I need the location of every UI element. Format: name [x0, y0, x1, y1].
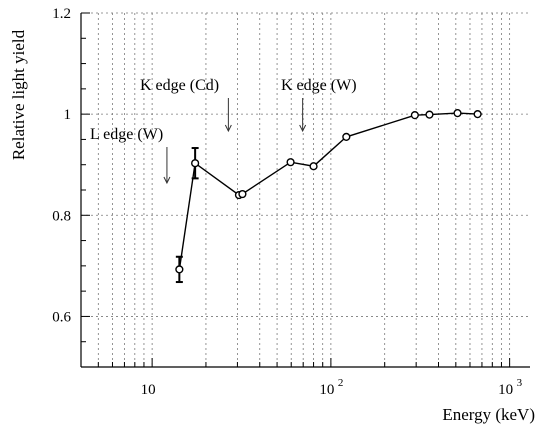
annotation-label: K edge (W)	[281, 77, 357, 94]
tick-labels: 0.6 0.8 1 1.2 10 10 2 10 3	[52, 6, 522, 398]
series-line	[178, 112, 478, 270]
y-tick-label: 0.8	[52, 208, 71, 224]
y-tick-label: 1	[64, 107, 72, 123]
data-point	[175, 265, 184, 274]
annotations: L edge (W) K edge (Cd) K edge (W)	[90, 77, 357, 185]
annotation-arrowhead	[163, 176, 171, 185]
annotation-arrowhead	[299, 124, 307, 133]
data-point	[425, 110, 434, 119]
x-tick-exponent: 3	[517, 377, 523, 389]
annotation-arrowhead	[224, 124, 232, 133]
data-point	[286, 158, 295, 167]
y-tick-label: 1.2	[52, 6, 71, 22]
data-point	[410, 111, 419, 120]
data-point	[238, 189, 247, 199]
grid	[80, 12, 530, 367]
annotation-label: L edge (W)	[90, 126, 163, 143]
x-tick-label: 10	[141, 382, 156, 398]
annotation-label: K edge (Cd)	[140, 77, 219, 94]
data-point	[342, 132, 351, 142]
y-tick-label: 0.6	[52, 309, 71, 325]
axes	[80, 12, 530, 368]
plot-series	[175, 109, 482, 284]
x-axis-title: Energy (keV)	[442, 405, 535, 424]
data-point	[191, 159, 200, 168]
data-point	[473, 110, 482, 119]
y-axis-title: Relative light yield	[9, 29, 28, 160]
data-point	[453, 109, 462, 118]
x-tick-label: 10	[319, 382, 334, 398]
data-point	[309, 162, 318, 171]
x-tick-label: 10	[498, 382, 513, 398]
x-tick-exponent: 2	[338, 377, 344, 389]
